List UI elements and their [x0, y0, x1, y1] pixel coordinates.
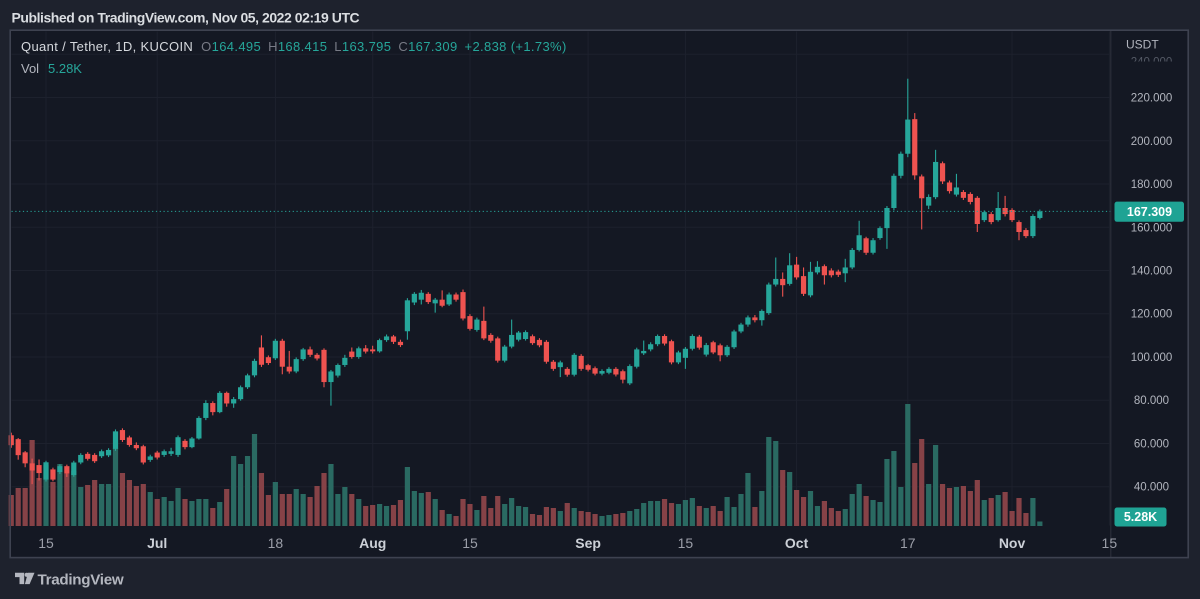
svg-text:120.000: 120.000 — [1131, 309, 1173, 321]
svg-text:Oct: Oct — [785, 535, 809, 551]
svg-text:USDT: USDT — [1126, 38, 1159, 52]
svg-text:Jul: Jul — [147, 535, 167, 551]
svg-text:Nov: Nov — [999, 535, 1026, 551]
svg-text:15: 15 — [1102, 535, 1118, 551]
svg-text:15: 15 — [678, 535, 694, 551]
svg-text:140.000: 140.000 — [1131, 265, 1173, 277]
svg-text:160.000: 160.000 — [1131, 222, 1173, 234]
svg-text:15: 15 — [38, 535, 54, 551]
svg-text:15: 15 — [462, 535, 478, 551]
svg-text:167.309: 167.309 — [1127, 205, 1172, 219]
svg-text:220.000: 220.000 — [1131, 93, 1173, 105]
svg-text:18: 18 — [268, 535, 284, 551]
svg-text:Sep: Sep — [575, 535, 601, 551]
svg-text:100.000: 100.000 — [1131, 352, 1173, 364]
svg-text:60.000: 60.000 — [1134, 438, 1169, 450]
svg-text:40.000: 40.000 — [1134, 482, 1169, 494]
svg-text:80.000: 80.000 — [1134, 395, 1169, 407]
svg-text:5.28K: 5.28K — [48, 61, 82, 76]
svg-text:17: 17 — [900, 535, 916, 551]
svg-text:240.000: 240.000 — [1131, 57, 1173, 69]
svg-text:Aug: Aug — [359, 535, 386, 551]
svg-text:Vol: Vol — [21, 61, 39, 76]
svg-text:200.000: 200.000 — [1131, 136, 1173, 148]
svg-text:180.000: 180.000 — [1131, 179, 1173, 191]
svg-text:5.28K: 5.28K — [1124, 510, 1157, 524]
svg-text:Published on TradingView.com,: Published on TradingView.com, Nov 05, 20… — [12, 10, 360, 26]
svg-text:TradingView: TradingView — [38, 571, 124, 588]
